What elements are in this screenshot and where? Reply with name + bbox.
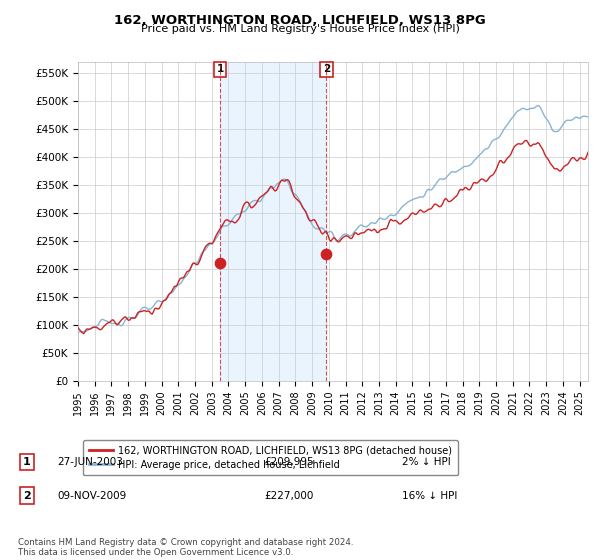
Text: 2: 2 <box>23 491 31 501</box>
Text: 27-JUN-2003: 27-JUN-2003 <box>57 457 123 467</box>
Text: 1: 1 <box>217 64 224 74</box>
Text: £209,995: £209,995 <box>264 457 314 467</box>
Text: 162, WORTHINGTON ROAD, LICHFIELD, WS13 8PG: 162, WORTHINGTON ROAD, LICHFIELD, WS13 8… <box>114 14 486 27</box>
Text: 09-NOV-2009: 09-NOV-2009 <box>57 491 126 501</box>
Text: Price paid vs. HM Land Registry's House Price Index (HPI): Price paid vs. HM Land Registry's House … <box>140 24 460 34</box>
Text: £227,000: £227,000 <box>264 491 313 501</box>
Text: 1: 1 <box>23 457 31 467</box>
Point <box>215 259 225 268</box>
Text: 2: 2 <box>323 64 330 74</box>
Text: 2% ↓ HPI: 2% ↓ HPI <box>402 457 451 467</box>
Text: Contains HM Land Registry data © Crown copyright and database right 2024.
This d: Contains HM Land Registry data © Crown c… <box>18 538 353 557</box>
Bar <box>220 62 326 381</box>
Text: 16% ↓ HPI: 16% ↓ HPI <box>402 491 457 501</box>
Legend: 162, WORTHINGTON ROAD, LICHFIELD, WS13 8PG (detached house), HPI: Average price,: 162, WORTHINGTON ROAD, LICHFIELD, WS13 8… <box>83 440 458 475</box>
Point <box>322 249 331 258</box>
